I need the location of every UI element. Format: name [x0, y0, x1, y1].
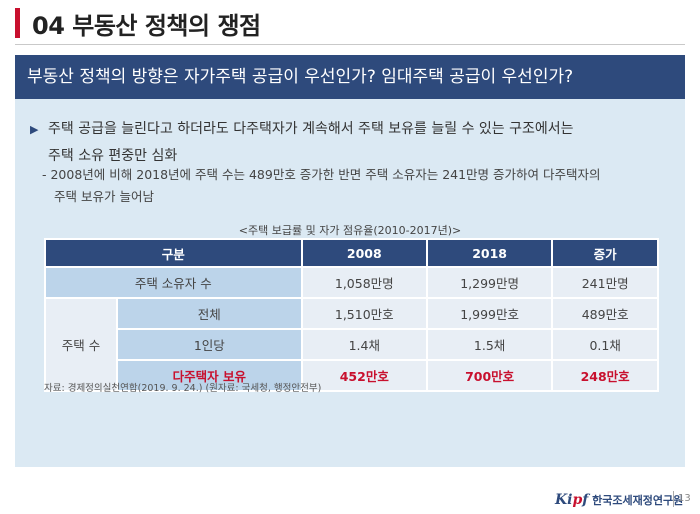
triangle-right-icon: ▶ — [30, 123, 39, 136]
row-label-per-person: 1인당 — [118, 330, 301, 359]
bullet-line-1: 주택 공급을 늘린다고 하더라도 다주택자가 계속해서 주택 보유를 늘릴 수 … — [48, 121, 574, 137]
source-note: 자료: 경제정의실천연합(2019. 9. 24.) (원자료: 국세청, 행정… — [44, 383, 322, 394]
sub-line-1: - 2008년에 비해 2018년에 주택 수는 489만호 증가한 반면 주택… — [42, 167, 601, 182]
header-category: 구분 — [46, 240, 301, 266]
cell-owners-2018: 1,299만명 — [427, 268, 552, 297]
header-increase: 증가 — [553, 240, 657, 266]
page-title: 04 부동산 정책의 쟁점 — [32, 12, 261, 40]
cell-per-person-increase: 0.1채 — [553, 330, 657, 359]
table-row: 주택 소유자 수 1,058만명 1,299만명 241만명 — [46, 268, 657, 297]
table-row: 다주택자 보유 452만호 700만호 248만호 — [46, 361, 657, 390]
cell-multi-2008: 452만호 — [302, 361, 426, 390]
title-accent-bar — [15, 8, 20, 38]
logo-text: 한국조세재정연구원 — [592, 494, 684, 507]
cell-multi-2018: 700만호 — [427, 361, 552, 390]
header-2018: 2018 — [427, 240, 552, 266]
row-label-multi: 다주택자 보유 — [118, 361, 301, 390]
kipf-mark-icon: Kipf — [555, 492, 589, 508]
cell-owners-increase: 241만명 — [553, 268, 657, 297]
cell-total-2018: 1,999만호 — [427, 299, 552, 328]
table-row: 1인당 1.4채 1.5채 0.1채 — [46, 330, 657, 359]
table-header-row: 구분 2008 2018 증가 — [46, 240, 657, 266]
header-2008: 2008 — [302, 240, 426, 266]
sub-line-2: 주택 보유가 늘어남 — [54, 189, 154, 204]
question-banner: 부동산 정책의 방향은 자가주택 공급이 우선인가? 임대주택 공급이 우선인가… — [15, 55, 685, 99]
row-group-houses: 주택 수 — [46, 299, 116, 390]
cell-multi-increase: 248만호 — [553, 361, 657, 390]
row-label-total: 전체 — [118, 299, 301, 328]
housing-table: 구분 2008 2018 증가 주택 소유자 수 1,058만명 1,299만명… — [44, 238, 659, 392]
title-divider — [15, 44, 685, 45]
cell-owners-2008: 1,058만명 — [302, 268, 426, 297]
kipf-logo: Kipf 한국조세재정연구원 — [555, 492, 683, 508]
bullet-line-2: 주택 소유 편중만 심화 — [48, 148, 178, 164]
page-number: 13 — [678, 493, 691, 504]
cell-per-person-2018: 1.5채 — [427, 330, 552, 359]
cell-total-2008: 1,510만호 — [302, 299, 426, 328]
row-label-owners: 주택 소유자 수 — [46, 268, 301, 297]
footer-divider — [673, 491, 674, 507]
sub-point: - 2008년에 비해 2018년에 주택 수는 489만호 증가한 반면 주택… — [42, 164, 662, 208]
cell-total-increase: 489만호 — [553, 299, 657, 328]
cell-per-person-2008: 1.4채 — [302, 330, 426, 359]
main-bullet: ▶ 주택 공급을 늘린다고 하더라도 다주택자가 계속해서 주택 보유를 늘릴 수… — [30, 116, 670, 169]
table-row: 주택 수 전체 1,510만호 1,999만호 489만호 — [46, 299, 657, 390]
table-caption: <주택 보급률 및 자가 점유율(2010-2017년)> — [238, 224, 462, 237]
